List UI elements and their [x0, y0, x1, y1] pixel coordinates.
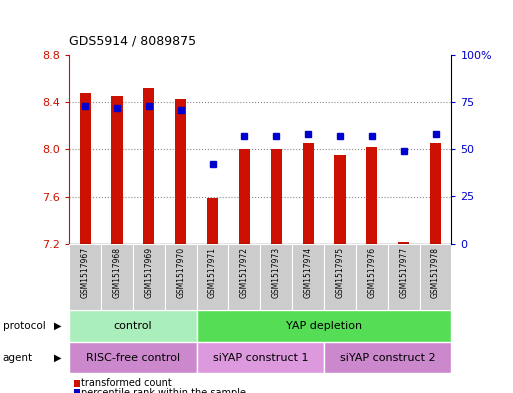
- Bar: [69, 342, 196, 373]
- Bar: [133, 244, 165, 310]
- Bar: [228, 244, 261, 310]
- Text: transformed count: transformed count: [81, 378, 172, 388]
- Bar: [334, 155, 346, 244]
- Bar: [420, 244, 451, 310]
- Bar: [196, 244, 228, 310]
- Bar: [80, 93, 91, 244]
- Bar: [271, 149, 282, 244]
- Bar: [261, 244, 292, 310]
- Bar: [165, 244, 196, 310]
- Text: GSM1517975: GSM1517975: [336, 247, 344, 298]
- Bar: [239, 149, 250, 244]
- Text: GSM1517976: GSM1517976: [367, 247, 377, 298]
- Bar: [303, 143, 313, 244]
- Bar: [207, 198, 218, 244]
- Text: control: control: [114, 321, 152, 331]
- Text: GSM1517973: GSM1517973: [272, 247, 281, 298]
- Bar: [69, 244, 101, 310]
- Bar: [292, 244, 324, 310]
- Bar: [196, 310, 451, 342]
- Text: ▶: ▶: [54, 321, 62, 331]
- Text: GDS5914 / 8089875: GDS5914 / 8089875: [69, 34, 196, 47]
- Text: GSM1517969: GSM1517969: [144, 247, 153, 298]
- Bar: [324, 244, 356, 310]
- Text: siYAP construct 2: siYAP construct 2: [340, 353, 436, 363]
- Bar: [430, 143, 441, 244]
- Text: siYAP construct 1: siYAP construct 1: [212, 353, 308, 363]
- Bar: [366, 147, 378, 244]
- Text: GSM1517972: GSM1517972: [240, 247, 249, 298]
- Bar: [388, 244, 420, 310]
- Bar: [175, 99, 186, 244]
- Bar: [356, 244, 388, 310]
- Bar: [111, 96, 123, 244]
- Text: YAP depletion: YAP depletion: [286, 321, 362, 331]
- Text: ▶: ▶: [54, 353, 62, 363]
- Text: GSM1517977: GSM1517977: [399, 247, 408, 298]
- Bar: [398, 242, 409, 244]
- Bar: [101, 244, 133, 310]
- Text: GSM1517970: GSM1517970: [176, 247, 185, 298]
- Bar: [143, 88, 154, 244]
- Text: GSM1517967: GSM1517967: [81, 247, 90, 298]
- Text: GSM1517968: GSM1517968: [112, 247, 122, 298]
- Text: agent: agent: [3, 353, 33, 363]
- Text: RISC-free control: RISC-free control: [86, 353, 180, 363]
- Text: protocol: protocol: [3, 321, 45, 331]
- Bar: [324, 342, 451, 373]
- Bar: [69, 310, 196, 342]
- Text: GSM1517971: GSM1517971: [208, 247, 217, 298]
- Text: percentile rank within the sample: percentile rank within the sample: [81, 388, 246, 393]
- Bar: [196, 342, 324, 373]
- Text: GSM1517978: GSM1517978: [431, 247, 440, 298]
- Text: GSM1517974: GSM1517974: [304, 247, 312, 298]
